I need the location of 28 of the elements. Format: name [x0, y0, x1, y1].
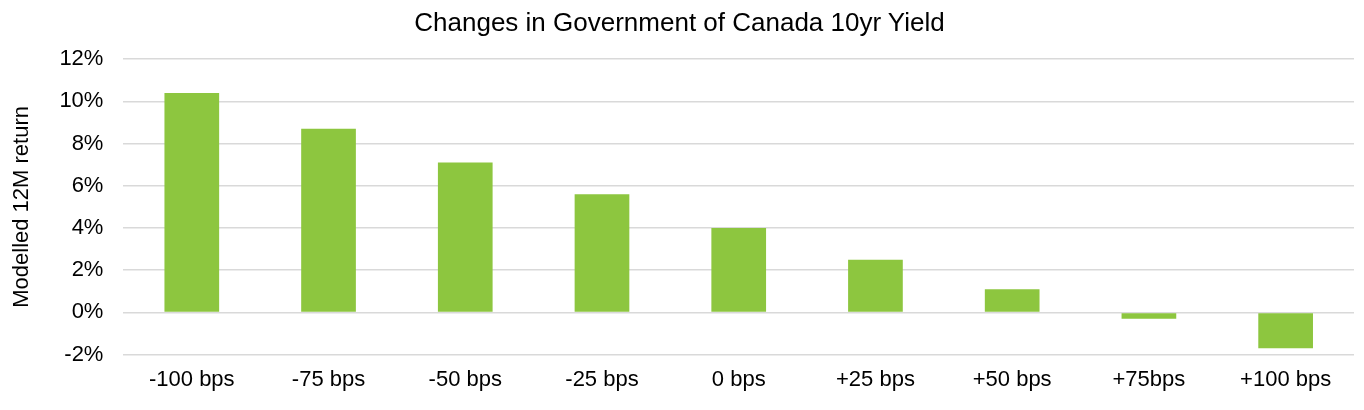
x-tick-label: -25 bps	[565, 365, 639, 391]
x-tick-label: +25 bps	[835, 365, 915, 391]
y-tick-label: 6%	[71, 171, 104, 197]
x-tick-label: +50 bps	[972, 365, 1052, 391]
x-tick-label: +75bps	[1112, 365, 1186, 391]
bar	[984, 289, 1040, 312]
bar	[711, 228, 767, 312]
y-tick-label: 4%	[71, 214, 104, 240]
y-tick-label: 10%	[59, 87, 104, 113]
bar	[1258, 313, 1313, 349]
y-tick-label: -2%	[64, 340, 104, 366]
x-tick-label: -50 bps	[428, 365, 502, 391]
y-axis-title: Modelled 12M return	[8, 106, 34, 308]
x-tick-label: -100 bps	[148, 365, 235, 391]
x-tick-label: -75 bps	[291, 365, 366, 391]
bar	[848, 259, 903, 312]
bar	[164, 92, 220, 312]
bar	[437, 162, 493, 312]
x-tick-label: 0 bps	[711, 365, 766, 391]
y-tick-label: 2%	[71, 256, 104, 282]
bar	[301, 128, 356, 312]
chart-title: Changes in Government of Canada 10yr Yield	[414, 6, 945, 37]
y-tick-label: 12%	[59, 45, 104, 71]
y-tick-label: 0%	[71, 298, 104, 324]
bar	[574, 194, 630, 312]
x-tick-label: +100 bps	[1240, 365, 1332, 391]
y-tick-label: 8%	[71, 129, 104, 155]
bar	[1121, 313, 1177, 319]
